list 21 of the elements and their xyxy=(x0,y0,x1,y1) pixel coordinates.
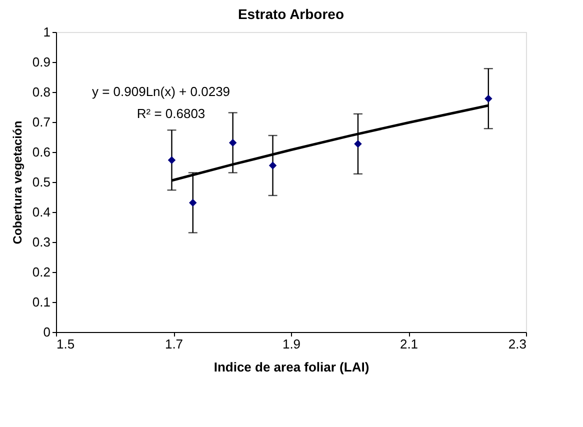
y-tick-label: 0.3 xyxy=(32,234,50,250)
y-tick-label: 0.7 xyxy=(32,114,50,130)
x-tick-label: 1.5 xyxy=(56,336,75,352)
y-tick-label: 0.4 xyxy=(32,204,50,220)
chart-title: Estrato Arboreo xyxy=(238,6,344,22)
y-tick-label: 0.2 xyxy=(32,264,50,280)
x-tick-label: 1.9 xyxy=(282,336,301,352)
y-axis-title: Cobertura vegetación xyxy=(10,120,24,244)
y-tick-label: 1 xyxy=(43,24,50,40)
y-tick-label: 0.8 xyxy=(32,84,50,100)
y-tick-label: 0 xyxy=(43,324,50,340)
x-axis-title: Indice de area foliar (LAI) xyxy=(214,360,370,374)
x-tick-label: 1.7 xyxy=(164,336,184,352)
annotation: R² = 0.6803 xyxy=(136,106,206,121)
y-tick-label: 0.9 xyxy=(32,54,50,70)
annotation: y = 0.909Ln(x) + 0.0239 xyxy=(92,84,230,99)
x-tick-label: 2.3 xyxy=(508,336,526,352)
x-tick-label: 2.1 xyxy=(400,336,418,352)
y-tick-label: 0.5 xyxy=(32,174,50,190)
y-tick-label: 0.6 xyxy=(32,144,50,160)
y-tick-label: 0.1 xyxy=(32,294,50,310)
